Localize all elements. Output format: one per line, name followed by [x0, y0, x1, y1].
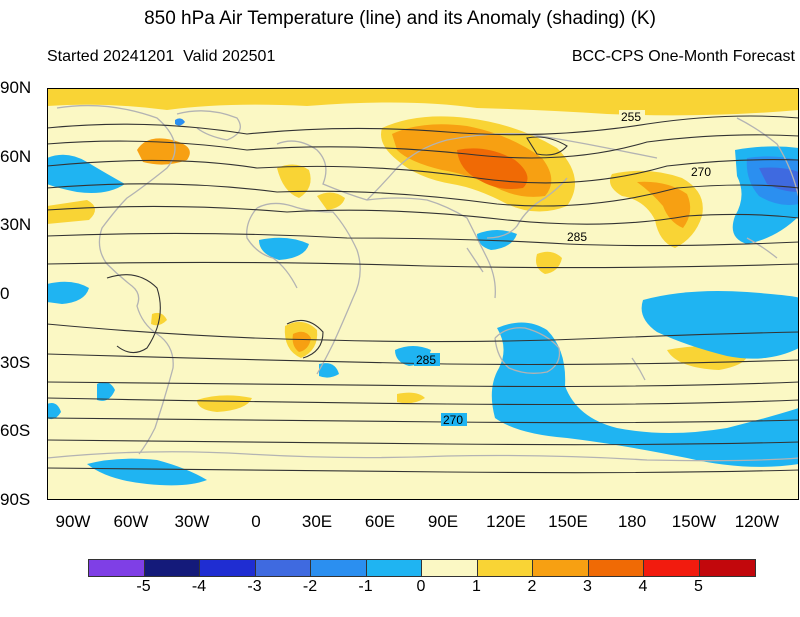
colorbar-swatch — [89, 560, 145, 576]
colorbar-swatch — [644, 560, 700, 576]
colorbar-swatch — [422, 560, 478, 576]
colorbar-label: 5 — [694, 578, 703, 595]
colorbar-label: -1 — [358, 578, 373, 595]
lon-label: 180 — [617, 512, 647, 531]
lat-label: 60S — [0, 421, 31, 440]
colorbar-label: -2 — [302, 578, 318, 595]
colorbar-label: 0 — [416, 578, 426, 595]
negative-anomaly-shading — [47, 118, 799, 486]
colorbar-swatch — [588, 560, 644, 576]
colorbar — [88, 559, 756, 577]
lat-label: 60N — [0, 147, 32, 166]
map-title: 850 hPa Air Temperature (line) and its A… — [144, 8, 656, 29]
valid-date: Valid 202501 — [183, 48, 276, 65]
temperature-contours — [47, 115, 799, 474]
contour-label: 270 — [691, 165, 711, 179]
contour-label: 285 — [567, 230, 587, 244]
lat-label: 30N — [0, 215, 32, 234]
lon-label: 30W — [174, 512, 210, 531]
contour-label: 270 — [443, 413, 463, 427]
colorbar-swatch — [533, 560, 589, 576]
product-name: BCC-CPS One-Month Forecast — [571, 48, 795, 65]
lon-label: 120W — [734, 512, 780, 531]
lon-label: 120E — [486, 512, 526, 531]
map-frame — [47, 88, 799, 500]
lat-label: 90S — [0, 490, 31, 509]
lon-label: 0 — [251, 512, 261, 531]
contour-label: 255 — [621, 110, 641, 124]
colorbar-label: -4 — [191, 578, 207, 595]
contour-label: 285 — [416, 353, 436, 367]
lat-label: 30S — [0, 353, 31, 372]
colorbar-label: -3 — [247, 578, 262, 595]
lon-label: 30E — [301, 512, 333, 531]
lat-label: 0 — [0, 284, 10, 303]
colorbar-label: 4 — [638, 578, 648, 595]
colorbar-swatch — [477, 560, 533, 576]
colorbar-swatch — [144, 560, 200, 576]
colorbar-label: 1 — [472, 578, 481, 595]
colorbar-swatch — [255, 560, 311, 576]
colorbar-swatch — [366, 560, 422, 576]
lon-label: 60E — [364, 512, 396, 531]
colorbar-label: 2 — [527, 578, 537, 595]
colorbar-swatch — [311, 560, 367, 576]
lon-label: 90E — [427, 512, 459, 531]
anomaly-map: 255 270 285 285 270 — [47, 88, 799, 500]
contour-labels: 255 270 285 285 270 — [414, 110, 715, 427]
lat-label: 90N — [0, 78, 32, 97]
lon-label: 150E — [548, 512, 588, 531]
lon-label: 90W — [55, 512, 91, 531]
colorbar-label: -5 — [136, 578, 151, 595]
lon-label: 150W — [671, 512, 717, 531]
lon-label: 60W — [113, 512, 149, 531]
forecast-dates: Started 20241201 Valid 202501 — [47, 48, 275, 66]
started-date: Started 20241201 — [47, 48, 175, 65]
colorbar-swatch — [200, 560, 256, 576]
colorbar-label: 3 — [583, 578, 592, 595]
colorbar-swatch — [699, 560, 755, 576]
